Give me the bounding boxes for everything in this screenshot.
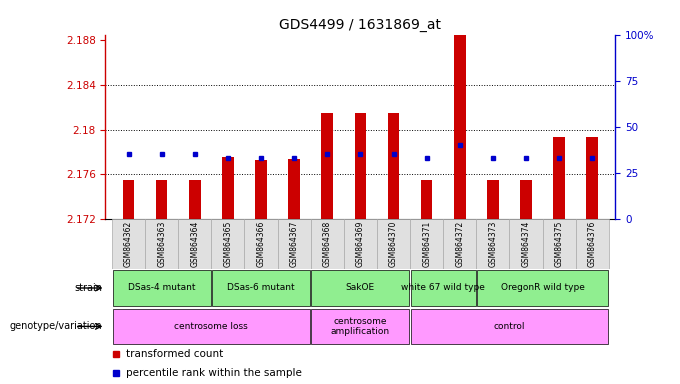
FancyBboxPatch shape	[311, 219, 344, 269]
Bar	[586, 137, 598, 219]
Text: centrosome
amplification: centrosome amplification	[331, 317, 390, 336]
FancyBboxPatch shape	[443, 219, 476, 269]
Text: GSM864367: GSM864367	[290, 221, 299, 267]
Bar	[520, 180, 532, 219]
Bar	[123, 180, 135, 219]
Text: GSM864362: GSM864362	[124, 221, 133, 267]
Bar	[322, 113, 333, 219]
FancyBboxPatch shape	[576, 219, 609, 269]
Bar	[189, 180, 201, 219]
FancyBboxPatch shape	[543, 219, 576, 269]
FancyBboxPatch shape	[112, 219, 145, 269]
Text: GSM864370: GSM864370	[389, 221, 398, 267]
FancyBboxPatch shape	[113, 270, 211, 306]
Text: transformed count: transformed count	[126, 349, 223, 359]
FancyBboxPatch shape	[245, 219, 277, 269]
Text: DSas-4 mutant: DSas-4 mutant	[128, 283, 195, 293]
Bar	[454, 35, 466, 219]
Text: GSM864369: GSM864369	[356, 221, 365, 267]
Text: GSM864374: GSM864374	[522, 221, 530, 267]
Text: white 67 wild type: white 67 wild type	[401, 283, 485, 293]
Text: GSM864372: GSM864372	[455, 221, 464, 267]
FancyBboxPatch shape	[113, 309, 310, 344]
Bar	[156, 180, 167, 219]
Text: GSM864373: GSM864373	[488, 221, 497, 267]
FancyBboxPatch shape	[211, 219, 245, 269]
FancyBboxPatch shape	[277, 219, 311, 269]
FancyBboxPatch shape	[477, 270, 608, 306]
Text: GSM864366: GSM864366	[256, 221, 266, 267]
FancyBboxPatch shape	[212, 270, 310, 306]
FancyBboxPatch shape	[344, 219, 377, 269]
FancyBboxPatch shape	[509, 219, 543, 269]
Text: GSM864363: GSM864363	[157, 221, 166, 267]
Text: percentile rank within the sample: percentile rank within the sample	[126, 368, 302, 378]
Text: OregonR wild type: OregonR wild type	[500, 283, 585, 293]
Bar	[288, 159, 300, 219]
FancyBboxPatch shape	[476, 219, 509, 269]
Text: control: control	[494, 322, 525, 331]
Text: SakOE: SakOE	[346, 283, 375, 293]
FancyBboxPatch shape	[411, 270, 475, 306]
Text: centrosome loss: centrosome loss	[175, 322, 248, 331]
Text: GSM864365: GSM864365	[224, 221, 233, 267]
Text: genotype/variation: genotype/variation	[10, 321, 102, 331]
Title: GDS4499 / 1631869_at: GDS4499 / 1631869_at	[279, 18, 441, 32]
FancyBboxPatch shape	[311, 270, 409, 306]
FancyBboxPatch shape	[411, 309, 608, 344]
Text: GSM864368: GSM864368	[323, 221, 332, 267]
Bar	[554, 137, 565, 219]
FancyBboxPatch shape	[311, 309, 409, 344]
Text: strain: strain	[74, 283, 102, 293]
Bar	[421, 180, 432, 219]
Text: GSM864375: GSM864375	[555, 221, 564, 267]
Bar	[255, 160, 267, 219]
Text: GSM864376: GSM864376	[588, 221, 597, 267]
Bar	[388, 113, 399, 219]
Bar	[222, 157, 234, 219]
FancyBboxPatch shape	[178, 219, 211, 269]
FancyBboxPatch shape	[145, 219, 178, 269]
FancyBboxPatch shape	[410, 219, 443, 269]
Bar	[354, 113, 367, 219]
Text: GSM864371: GSM864371	[422, 221, 431, 267]
Text: DSas-6 mutant: DSas-6 mutant	[227, 283, 295, 293]
Bar	[487, 180, 498, 219]
Text: GSM864364: GSM864364	[190, 221, 199, 267]
FancyBboxPatch shape	[377, 219, 410, 269]
